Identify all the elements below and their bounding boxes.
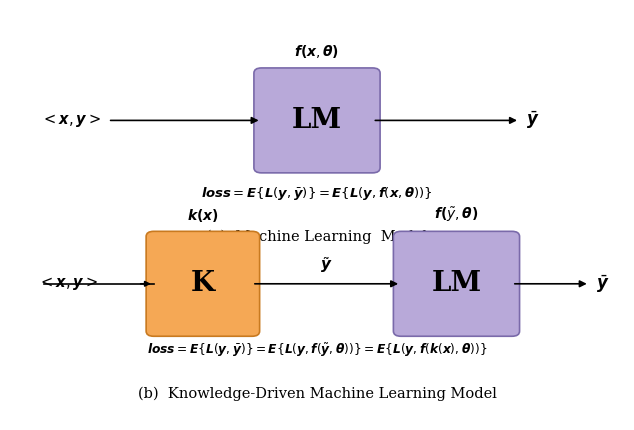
FancyBboxPatch shape bbox=[393, 231, 520, 336]
Text: $\boldsymbol{loss} = \boldsymbol{E}\{\boldsymbol{L}(\boldsymbol{y},\bar{\boldsym: $\boldsymbol{loss} = \boldsymbol{E}\{\bo… bbox=[201, 185, 433, 202]
Text: $\tilde{\boldsymbol{y}}$: $\tilde{\boldsymbol{y}}$ bbox=[320, 255, 333, 275]
Text: LM: LM bbox=[431, 270, 482, 297]
Text: (b)  Knowledge-Driven Machine Learning Model: (b) Knowledge-Driven Machine Learning Mo… bbox=[138, 386, 496, 401]
Text: $\bar{\boldsymbol{y}}$: $\bar{\boldsymbol{y}}$ bbox=[596, 273, 609, 295]
Text: $\bar{\boldsymbol{y}}$: $\bar{\boldsymbol{y}}$ bbox=[526, 110, 540, 131]
Text: $\boldsymbol{f(\tilde{y},\theta)}$: $\boldsymbol{f(\tilde{y},\theta)}$ bbox=[434, 205, 479, 224]
Text: (a)  Machine Learning  Model: (a) Machine Learning Model bbox=[207, 229, 427, 244]
Text: LM: LM bbox=[292, 107, 342, 134]
Text: $\boldsymbol{loss} = \boldsymbol{E}\{\boldsymbol{L}(\boldsymbol{y},\bar{\boldsym: $\boldsymbol{loss} = \boldsymbol{E}\{\bo… bbox=[147, 342, 487, 359]
FancyBboxPatch shape bbox=[254, 68, 380, 173]
Text: $\boldsymbol{k(x)}$: $\boldsymbol{k(x)}$ bbox=[187, 206, 219, 224]
FancyBboxPatch shape bbox=[146, 231, 260, 336]
Text: $< \boldsymbol{x}, \boldsymbol{y} >$: $< \boldsymbol{x}, \boldsymbol{y} >$ bbox=[38, 275, 98, 292]
Text: $\boldsymbol{f(x,\theta)}$: $\boldsymbol{f(x,\theta)}$ bbox=[294, 43, 340, 60]
Text: $< \boldsymbol{x}, \boldsymbol{y} >$: $< \boldsymbol{x}, \boldsymbol{y} >$ bbox=[41, 112, 101, 129]
Text: K: K bbox=[191, 270, 215, 297]
